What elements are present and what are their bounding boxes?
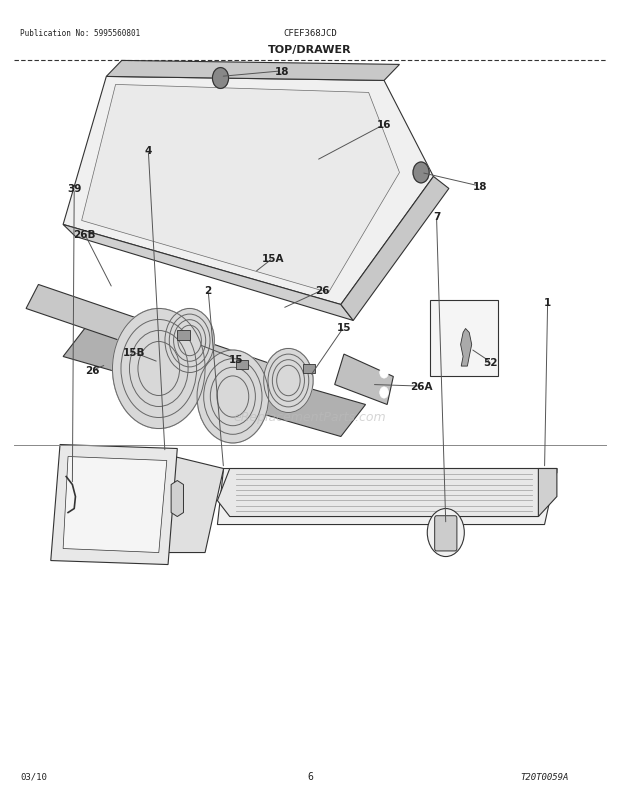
Polygon shape — [63, 77, 433, 305]
Polygon shape — [461, 329, 472, 367]
Text: T20T0059A: T20T0059A — [520, 772, 569, 780]
Circle shape — [155, 364, 162, 374]
Circle shape — [165, 309, 215, 373]
FancyBboxPatch shape — [430, 301, 498, 377]
Text: 26: 26 — [86, 366, 100, 375]
Polygon shape — [218, 469, 557, 516]
Polygon shape — [538, 469, 557, 516]
Text: 15B: 15B — [123, 348, 145, 358]
Text: 26: 26 — [315, 286, 330, 296]
Circle shape — [187, 338, 192, 344]
Text: 2: 2 — [205, 286, 212, 296]
Text: 1: 1 — [544, 298, 551, 308]
FancyBboxPatch shape — [435, 516, 457, 551]
Bar — [303, 364, 315, 374]
Polygon shape — [171, 481, 184, 516]
Polygon shape — [218, 469, 557, 525]
Text: 7: 7 — [433, 213, 440, 222]
Text: 16: 16 — [377, 120, 391, 130]
Polygon shape — [168, 457, 224, 553]
Text: 39: 39 — [67, 184, 81, 194]
Text: 18: 18 — [472, 182, 487, 192]
Circle shape — [197, 350, 268, 444]
Text: 26B: 26B — [73, 229, 96, 240]
Text: CFEF368JCD: CFEF368JCD — [283, 30, 337, 38]
Text: 6: 6 — [307, 771, 313, 780]
Text: TOP/DRAWER: TOP/DRAWER — [268, 46, 352, 55]
Circle shape — [427, 509, 464, 557]
Circle shape — [379, 367, 388, 379]
Text: 03/10: 03/10 — [20, 772, 46, 780]
Polygon shape — [63, 325, 366, 437]
Polygon shape — [82, 85, 399, 293]
Circle shape — [112, 309, 205, 429]
Polygon shape — [63, 457, 167, 553]
Circle shape — [379, 387, 388, 399]
Circle shape — [413, 163, 429, 184]
Text: 18: 18 — [275, 67, 290, 77]
Bar — [177, 330, 190, 340]
Text: 26A: 26A — [410, 382, 432, 391]
Polygon shape — [335, 354, 393, 405]
Polygon shape — [51, 445, 177, 565]
Circle shape — [286, 378, 291, 384]
Text: Publication No: 5995560801: Publication No: 5995560801 — [20, 30, 140, 38]
Polygon shape — [63, 225, 353, 321]
Text: 52: 52 — [484, 358, 498, 367]
Bar — [236, 360, 248, 370]
Text: 15: 15 — [337, 322, 351, 333]
Polygon shape — [26, 286, 273, 389]
Text: eReplacementParts.com: eReplacementParts.com — [234, 411, 386, 423]
Text: 4: 4 — [144, 146, 152, 156]
Circle shape — [264, 349, 313, 413]
Circle shape — [230, 394, 236, 401]
Text: 15: 15 — [229, 354, 243, 364]
Text: 15A: 15A — [262, 253, 284, 264]
Polygon shape — [341, 177, 449, 321]
Polygon shape — [106, 61, 399, 81]
Circle shape — [213, 68, 229, 89]
